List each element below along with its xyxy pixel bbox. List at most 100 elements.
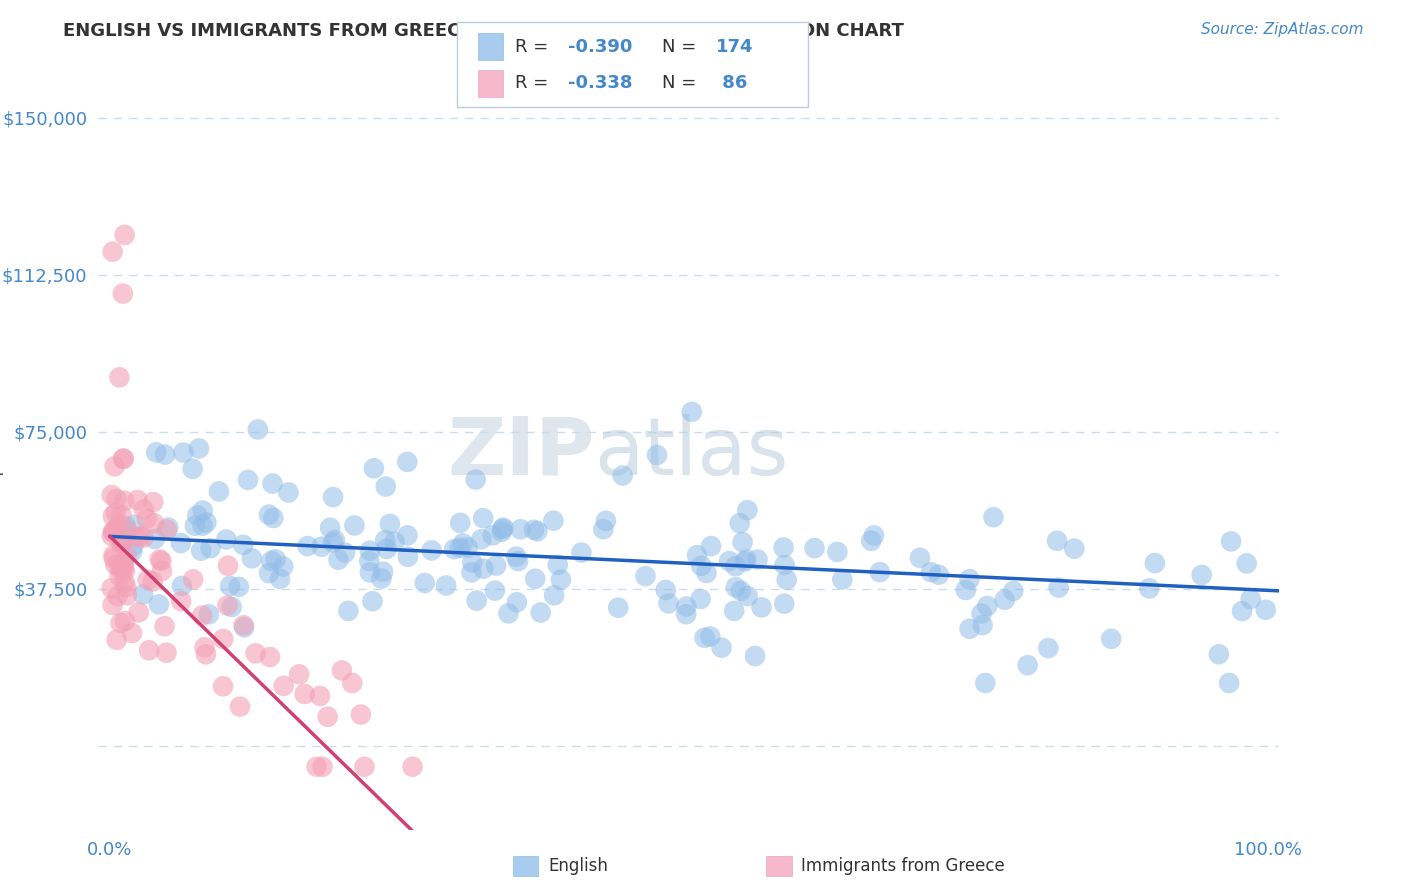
Text: R =: R = [515, 74, 554, 92]
Point [747, 552, 769, 566]
Point [194, 648, 217, 662]
Point [114, 227, 136, 242]
Point [481, 528, 503, 542]
Point [1208, 647, 1230, 661]
Point [460, 566, 482, 580]
Text: ENGLISH VS IMMIGRANTS FROM GREECE PER CAPITA INCOME CORRELATION CHART: ENGLISH VS IMMIGRANTS FROM GREECE PER CA… [63, 22, 904, 40]
Point [111, 533, 134, 548]
Point [208, 484, 231, 499]
Point [506, 554, 529, 568]
Point [472, 511, 495, 525]
Point [212, 632, 235, 646]
Point [240, 551, 263, 566]
Point [100, 488, 122, 502]
Point [974, 676, 997, 690]
Point [191, 608, 214, 623]
Point [170, 579, 193, 593]
Point [217, 599, 239, 613]
Point [229, 699, 252, 714]
Point [595, 514, 617, 528]
Point [724, 559, 747, 574]
Point [309, 689, 332, 703]
Point [470, 533, 492, 547]
Text: Immigrants from Greece: Immigrants from Greece [801, 857, 1005, 875]
Point [257, 566, 280, 581]
Point [181, 462, 204, 476]
Point [359, 566, 381, 580]
Point [121, 544, 143, 558]
Point [262, 511, 284, 525]
Point [571, 545, 593, 559]
Point [491, 524, 513, 539]
Text: English: English [548, 857, 609, 875]
Point [191, 518, 214, 533]
Point [114, 614, 136, 628]
Point [262, 476, 284, 491]
Point [103, 551, 125, 566]
Point [592, 522, 614, 536]
Text: -0.390: -0.390 [568, 37, 633, 55]
Point [1038, 641, 1060, 656]
Point [955, 582, 977, 597]
Point [699, 630, 721, 644]
Point [374, 479, 396, 493]
Point [607, 600, 630, 615]
Point [908, 550, 931, 565]
Point [155, 646, 177, 660]
Point [1230, 604, 1253, 618]
Point [735, 552, 758, 566]
Point [132, 587, 155, 601]
Point [186, 508, 208, 523]
Point [104, 523, 127, 537]
Point [657, 596, 679, 610]
Point [115, 580, 138, 594]
Point [675, 607, 697, 622]
Point [114, 574, 136, 589]
Point [232, 538, 254, 552]
Point [142, 495, 165, 509]
Text: N =: N = [662, 37, 702, 55]
Point [108, 560, 131, 574]
Point [264, 552, 287, 566]
Point [396, 549, 419, 564]
Point [526, 524, 548, 539]
Point [1137, 582, 1160, 596]
Point [316, 709, 339, 723]
Point [710, 640, 733, 655]
Point [191, 503, 214, 517]
Point [1143, 556, 1166, 570]
Point [524, 572, 547, 586]
Point [122, 539, 145, 553]
Point [443, 542, 465, 557]
Point [370, 572, 392, 586]
Point [485, 558, 508, 573]
Point [728, 516, 751, 531]
Point [413, 576, 436, 591]
Point [375, 541, 398, 556]
Point [259, 650, 281, 665]
Point [232, 618, 254, 632]
Point [172, 445, 194, 459]
Point [803, 541, 825, 556]
Point [198, 607, 221, 622]
Point [328, 552, 350, 566]
Text: R =: R = [515, 37, 554, 55]
Point [297, 539, 319, 553]
Point [322, 535, 344, 549]
Point [108, 370, 131, 384]
Point [100, 529, 122, 543]
Point [149, 552, 172, 566]
Point [104, 506, 127, 520]
Point [170, 536, 193, 550]
Point [115, 549, 138, 563]
Point [132, 502, 155, 516]
Point [523, 523, 546, 537]
Point [700, 539, 723, 553]
Point [135, 511, 157, 525]
Point [776, 573, 799, 587]
Point [184, 518, 207, 533]
Point [136, 573, 159, 587]
Point [505, 549, 527, 564]
Point [111, 286, 134, 301]
Point [245, 646, 267, 660]
